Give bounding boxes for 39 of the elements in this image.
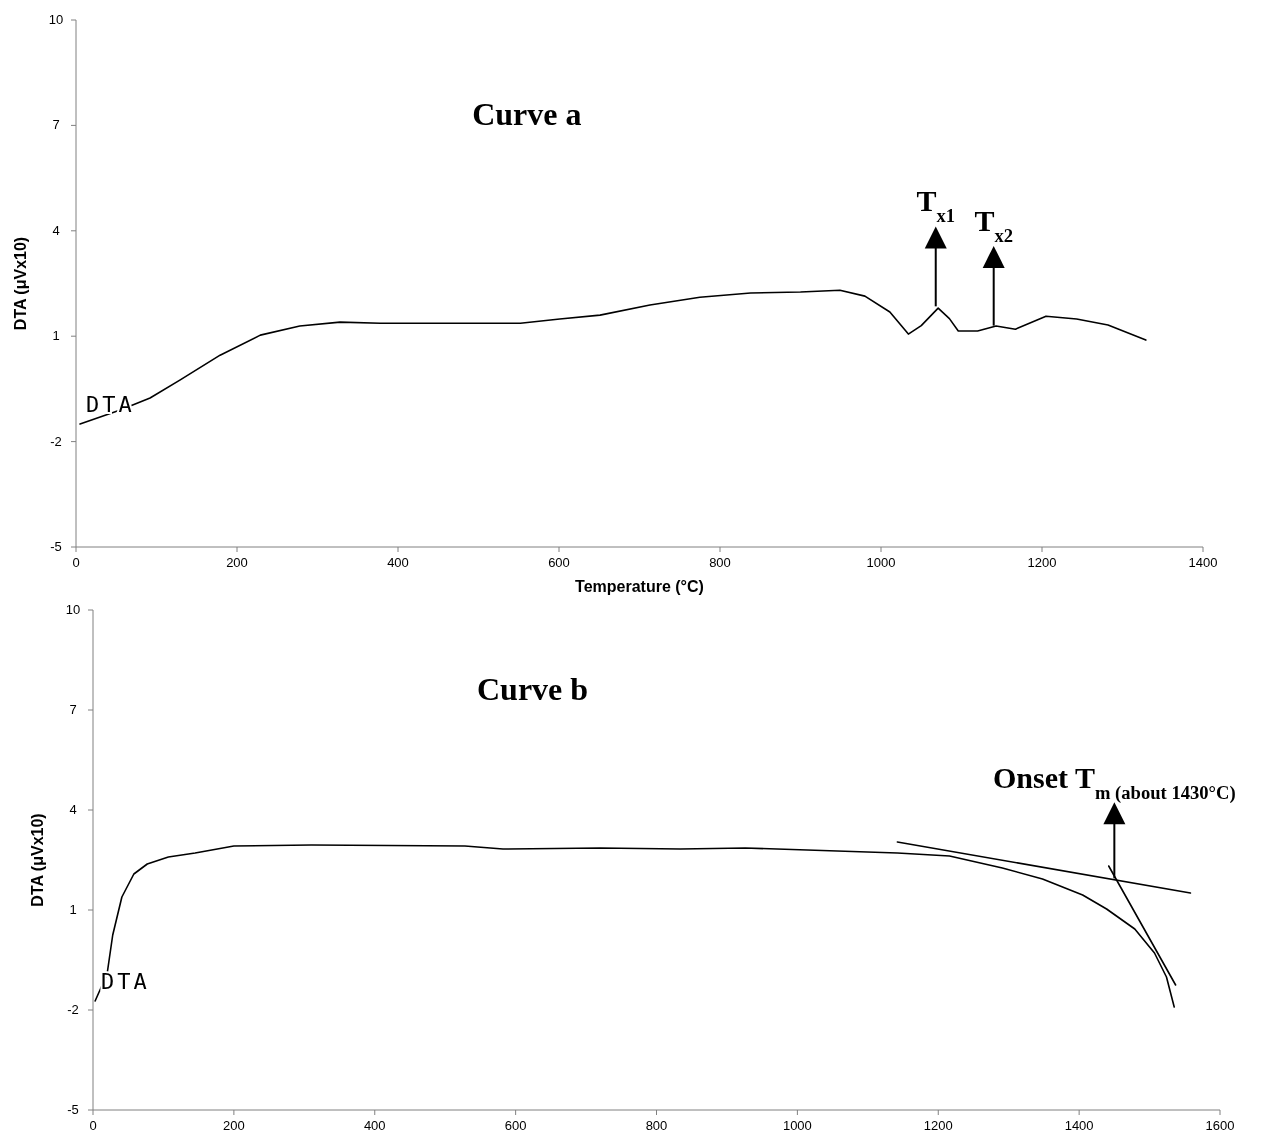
y-tick-label: 1	[69, 902, 77, 917]
x-tick-label: 0	[89, 1118, 97, 1133]
text: Curve b	[476, 671, 589, 707]
x-tick-label: 600	[504, 1118, 527, 1133]
annotation: T$_{x2}$	[974, 203, 1013, 246]
annotation: T$_{x1}$	[916, 184, 956, 226]
y-tick-label: 7	[69, 702, 77, 717]
y-tick-label: -2	[67, 1002, 79, 1017]
x-tick-label: 800	[645, 1118, 668, 1133]
y-tick-label: -5	[67, 1102, 79, 1117]
x-tick-label: 200	[226, 555, 248, 570]
y-tick-label: -5	[50, 539, 62, 554]
y-axis-title: DTA (μVx10)	[29, 813, 46, 907]
x-tick-label: 400	[363, 1118, 386, 1133]
x-tick-label: 0	[72, 555, 80, 570]
x-tick-label: 1000	[782, 1118, 812, 1133]
y-axis-title: DTA (μVx10)	[12, 236, 29, 331]
y-tick-label: 10	[48, 12, 64, 27]
x-tick-label: 400	[387, 555, 409, 570]
y-tick-label: -2	[50, 433, 62, 449]
x-tick-label: 1400	[1188, 555, 1218, 570]
x-tick-label: 800	[709, 555, 731, 570]
x-axis-title: Temperature (°C)	[575, 578, 704, 595]
x-tick-label: 200	[223, 1118, 245, 1133]
x-tick-label: 1600	[1205, 1118, 1235, 1133]
series-label: DTA	[101, 969, 150, 994]
series-label: DTA	[86, 392, 135, 418]
y-tick-label: 7	[52, 117, 60, 133]
y-tick-label: 4	[69, 802, 77, 817]
x-tick-label: 1000	[866, 555, 896, 570]
x-tick-label: 1400	[1064, 1118, 1094, 1133]
text: Curve a	[472, 96, 582, 133]
x-tick-label: 600	[548, 555, 570, 570]
annotation: Onset T$_{m (about 1430°C)}$	[993, 761, 1236, 804]
y-tick-label: 1	[52, 328, 60, 344]
y-tick-label: 4	[52, 222, 60, 238]
y-tick-label: 10	[65, 602, 81, 617]
x-tick-label: 1200	[1027, 555, 1057, 570]
x-tick-label: 1200	[923, 1118, 953, 1133]
